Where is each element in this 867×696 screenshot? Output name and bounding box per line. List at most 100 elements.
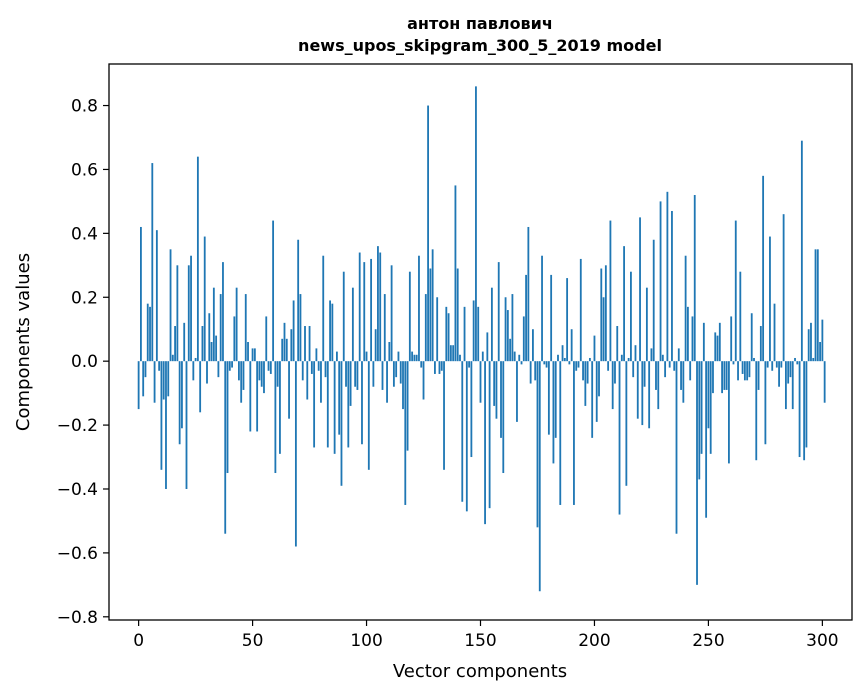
bar-125 <box>422 361 425 400</box>
bar-115 <box>399 361 402 384</box>
bar-189 <box>568 361 571 365</box>
bar-268 <box>748 361 751 378</box>
bar-86 <box>333 361 336 454</box>
bar-21 <box>185 361 188 489</box>
bar-265 <box>741 361 744 374</box>
bar-76 <box>310 361 313 374</box>
bar-296 <box>812 357 815 362</box>
bar-229 <box>659 201 662 362</box>
bar-88 <box>338 361 341 435</box>
bar-101 <box>367 361 370 470</box>
bar-35 <box>217 361 220 378</box>
y-tick-label: 0.2 <box>71 288 98 308</box>
bar-217 <box>632 361 635 378</box>
bar-164 <box>511 294 514 362</box>
bar-202 <box>598 361 600 397</box>
bar-98 <box>361 361 363 445</box>
bar-177 <box>541 255 543 362</box>
bar-23 <box>190 255 192 362</box>
bar-56 <box>265 316 268 362</box>
bar-209 <box>614 361 616 384</box>
bar-90 <box>342 271 345 362</box>
bar-232 <box>666 191 669 362</box>
bar-153 <box>486 332 489 362</box>
bar-93 <box>349 361 352 406</box>
bar-10 <box>160 361 163 470</box>
bar-211 <box>618 361 621 515</box>
bar-50 <box>251 348 254 362</box>
bar-96 <box>356 361 359 390</box>
bar-63 <box>281 338 284 362</box>
x-tick-label: 0 <box>133 631 144 651</box>
bar-18 <box>178 361 181 445</box>
x-tick-label: 50 <box>242 631 264 651</box>
bar-49 <box>249 361 252 432</box>
bar-259 <box>728 361 730 464</box>
bar-67 <box>290 329 293 362</box>
bar-9 <box>158 361 161 371</box>
bar-112 <box>392 361 395 387</box>
bar-144 <box>465 361 468 512</box>
bar-3 <box>144 361 147 378</box>
bar-171 <box>527 226 530 362</box>
bar-277 <box>769 236 771 362</box>
bar-190 <box>570 329 573 362</box>
bar-79 <box>317 361 320 371</box>
bar-77 <box>313 361 316 448</box>
bar-152 <box>484 361 486 525</box>
bar-81 <box>322 255 325 362</box>
bar-246 <box>698 361 701 480</box>
bar-271 <box>755 361 758 461</box>
bar-222 <box>643 361 646 387</box>
bar-295 <box>810 322 812 362</box>
bar-175 <box>536 361 539 528</box>
bar-31 <box>208 313 211 362</box>
x-axis-label: Vector components <box>393 661 567 682</box>
bar-161 <box>504 297 507 362</box>
bar-286 <box>789 361 792 378</box>
bar-250 <box>707 361 710 429</box>
bar-139 <box>454 185 457 362</box>
chart-title: антон павлович <box>407 14 553 33</box>
bar-17 <box>176 265 179 362</box>
bar-16 <box>174 326 176 362</box>
bar-201 <box>595 361 598 422</box>
bar-68 <box>292 300 295 362</box>
bar-181 <box>550 274 553 362</box>
bar-196 <box>584 361 587 406</box>
bar-135 <box>445 306 448 362</box>
bar-102 <box>370 258 373 362</box>
bar-40 <box>228 361 231 371</box>
bar-172 <box>529 361 532 384</box>
bar-165 <box>513 351 516 362</box>
bar-256 <box>721 361 723 394</box>
bar-61 <box>276 361 279 387</box>
bar-220 <box>639 217 641 362</box>
bar-53 <box>258 361 261 381</box>
bar-176 <box>538 361 541 592</box>
bar-228 <box>657 361 660 410</box>
bar-162 <box>506 310 509 362</box>
bar-71 <box>299 294 302 362</box>
bar-269 <box>750 313 753 362</box>
bar-146 <box>470 361 473 458</box>
bar-221 <box>641 361 644 426</box>
bar-174 <box>534 361 537 381</box>
bar-114 <box>397 351 400 362</box>
bar-62 <box>279 361 281 454</box>
bar-194 <box>579 258 582 362</box>
bar-275 <box>764 361 767 445</box>
bar-29 <box>203 236 206 362</box>
bar-38 <box>224 361 227 534</box>
bar-83 <box>326 361 329 448</box>
bar-212 <box>620 354 623 362</box>
bar-167 <box>518 354 521 362</box>
bar-151 <box>481 351 484 362</box>
bar-280 <box>775 361 778 368</box>
bar-274 <box>762 175 765 362</box>
bar-293 <box>805 361 808 448</box>
bar-113 <box>395 361 398 378</box>
bar-80 <box>320 361 322 403</box>
y-tick-label: −0.8 <box>57 608 98 628</box>
bar-241 <box>686 306 689 362</box>
